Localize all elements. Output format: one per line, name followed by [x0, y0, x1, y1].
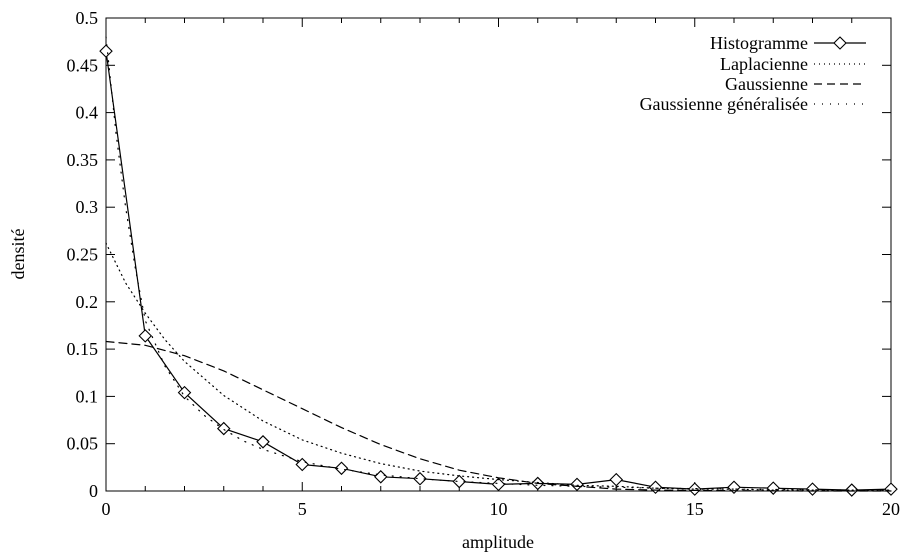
legend: HistogrammeLaplacienneGaussienneGaussien… [640, 33, 866, 114]
data-point-marker [256, 435, 270, 449]
data-point-marker [609, 472, 624, 487]
y-ticks: 0 0.05 0.1 0.15 0.2 0.25 0.3 0.35 0.4 0.45 0.5 [67, 8, 891, 501]
series-layer [99, 36, 898, 497]
legend-label: Laplacienne [720, 54, 808, 74]
y-tick-label: 0.35 [67, 150, 99, 170]
y-tick-label: 0.15 [67, 339, 99, 359]
legend-marker [833, 36, 847, 50]
data-point-marker [216, 421, 231, 436]
legend-label: Gaussienne [725, 74, 808, 94]
data-point-marker [99, 44, 113, 58]
y-tick-label: 0.4 [76, 103, 99, 123]
data-point-marker [452, 474, 467, 489]
y-tick-label: 0.45 [67, 55, 99, 75]
y-tick-label: 0.1 [76, 386, 99, 406]
y-tick-label: 0 [89, 481, 98, 501]
x-tick-label: 10 [490, 499, 508, 519]
series-line-3 [105, 36, 892, 491]
data-point-marker [413, 471, 427, 486]
data-point-marker [138, 329, 153, 343]
series-line-1 [105, 242, 892, 491]
legend-label: Histogramme [710, 33, 808, 53]
y-tick-label: 0.05 [67, 434, 99, 454]
data-point-marker [805, 482, 820, 496]
data-point-marker [570, 477, 584, 492]
y-tick-label: 0.3 [76, 197, 99, 217]
x-axis-label: amplitude [462, 532, 534, 552]
y-tick-label: 0.2 [76, 292, 99, 312]
x-tick-label: 0 [102, 499, 111, 519]
x-tick-label: 5 [298, 499, 307, 519]
data-point-marker [687, 482, 702, 496]
data-point-marker [373, 470, 388, 484]
data-point-marker [177, 385, 192, 400]
y-tick-label: 0.25 [67, 245, 99, 265]
x-tick-label: 20 [882, 499, 900, 519]
series-line-2 [105, 340, 892, 492]
legend-label: Gaussienne généralisée [640, 94, 808, 114]
data-point-marker [884, 482, 898, 496]
y-axis-label: densité [8, 229, 28, 280]
x-tick-label: 15 [686, 499, 704, 519]
data-point-marker [491, 477, 506, 492]
y-tick-label: 0.5 [76, 8, 99, 28]
data-point-marker [766, 481, 781, 495]
data-point-marker [334, 461, 349, 476]
